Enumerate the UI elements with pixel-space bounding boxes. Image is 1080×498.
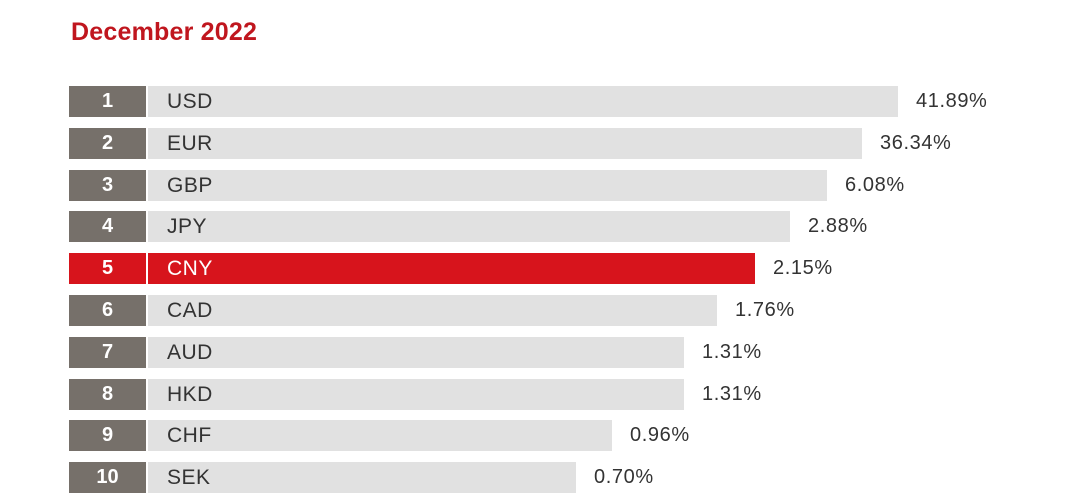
category-label: JPY bbox=[167, 215, 208, 239]
category-label: HKD bbox=[167, 382, 213, 406]
bar bbox=[148, 253, 755, 285]
rank-label: 7 bbox=[69, 336, 146, 368]
bar-row-gbp: 3 GBP 6.08% bbox=[69, 169, 967, 201]
category-label: AUD bbox=[167, 340, 213, 364]
rank-label: 2 bbox=[69, 127, 146, 159]
value-label: 2.15% bbox=[773, 257, 833, 280]
rank-label: 8 bbox=[69, 378, 146, 410]
bar bbox=[148, 462, 576, 494]
value-label: 1.31% bbox=[702, 340, 762, 363]
category-label: CNY bbox=[167, 257, 213, 281]
rank-label: 1 bbox=[69, 86, 146, 117]
category-label: SEK bbox=[167, 466, 211, 490]
bar bbox=[148, 378, 684, 410]
category-label: GBP bbox=[167, 173, 213, 197]
value-label: 1.31% bbox=[702, 382, 762, 405]
bar bbox=[148, 169, 827, 201]
bar-row-cny: 5 CNY 2.15% bbox=[69, 253, 895, 285]
category-label: CHF bbox=[167, 424, 212, 448]
rank-label: 9 bbox=[69, 420, 146, 452]
value-label: 0.96% bbox=[630, 424, 690, 447]
bar-row-jpy: 4 JPY 2.88% bbox=[69, 211, 930, 243]
bar-row-usd: 1 USD 41.89% bbox=[69, 86, 1038, 117]
bar-row-sek: 10 SEK 0.70% bbox=[69, 462, 716, 494]
value-label: 2.88% bbox=[808, 215, 868, 238]
category-label: USD bbox=[167, 90, 213, 113]
value-label: 0.70% bbox=[594, 466, 654, 489]
bar-row-aud: 7 AUD 1.31% bbox=[69, 336, 824, 368]
chart-title: December 2022 bbox=[71, 18, 258, 46]
bar bbox=[148, 420, 612, 452]
bar bbox=[148, 295, 717, 326]
value-label: 1.76% bbox=[735, 299, 795, 321]
bar bbox=[148, 336, 684, 368]
category-label: EUR bbox=[167, 131, 213, 155]
bar-row-cad: 6 CAD 1.76% bbox=[69, 295, 857, 326]
value-label: 41.89% bbox=[916, 90, 988, 112]
bar bbox=[148, 127, 862, 159]
rank-label: 3 bbox=[69, 169, 146, 201]
bar-row-eur: 2 EUR 36.34% bbox=[69, 127, 1002, 159]
rank-label: 5 bbox=[69, 253, 146, 285]
rank-label: 10 bbox=[69, 462, 146, 494]
value-label: 6.08% bbox=[845, 173, 905, 196]
bar-row-chf: 9 CHF 0.96% bbox=[69, 420, 752, 452]
bar bbox=[148, 211, 790, 243]
bar-row-hkd: 8 HKD 1.31% bbox=[69, 378, 824, 410]
value-label: 36.34% bbox=[880, 131, 952, 154]
category-label: CAD bbox=[167, 299, 213, 322]
rank-label: 6 bbox=[69, 295, 146, 326]
bar bbox=[148, 86, 898, 117]
rank-label: 4 bbox=[69, 211, 146, 243]
